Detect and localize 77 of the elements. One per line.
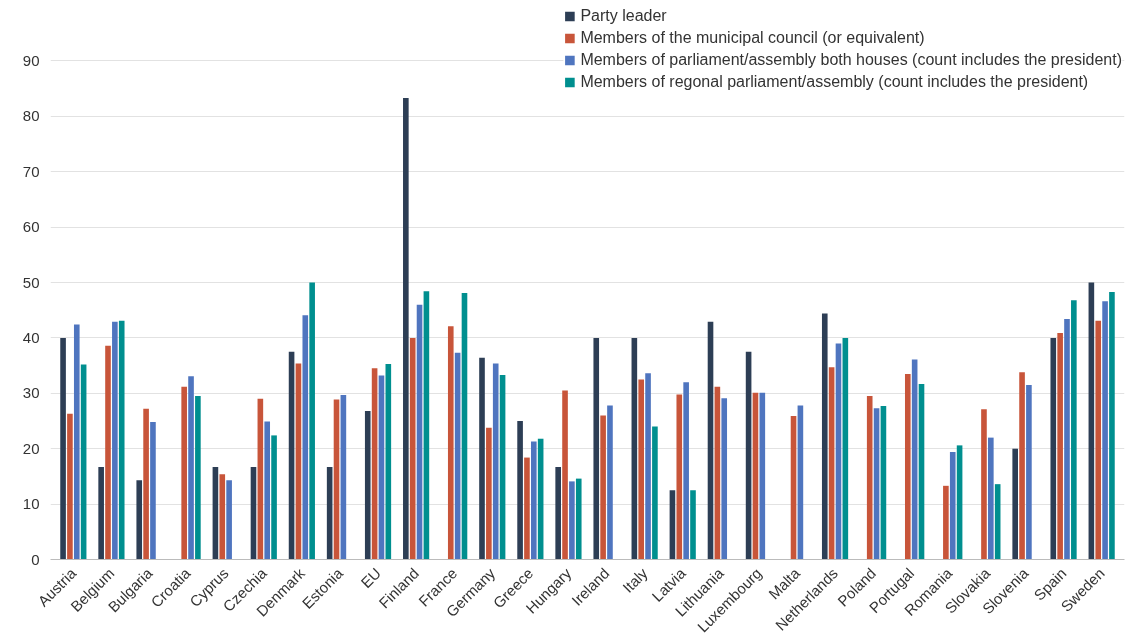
- bar: [981, 409, 987, 560]
- bar: [943, 485, 949, 560]
- bar: [575, 478, 582, 560]
- bar: [530, 441, 537, 560]
- bar: [821, 313, 828, 560]
- bar: [607, 405, 613, 560]
- bar: [118, 320, 125, 560]
- y-tick-label: 60: [22, 218, 40, 236]
- bar: [403, 98, 409, 560]
- bar: [676, 394, 683, 560]
- bar: [302, 315, 309, 560]
- y-tick-label: 10: [22, 495, 40, 513]
- y-tick-label: 40: [22, 328, 40, 346]
- legend-label: Members of parliament/assembly both houses (count includes the president): [580, 51, 1122, 69]
- bar: [517, 421, 523, 560]
- bar: [486, 427, 492, 560]
- bar: [690, 490, 696, 560]
- bar: [593, 337, 600, 560]
- bar: [219, 474, 226, 560]
- bar: [143, 408, 149, 560]
- bar: [1026, 384, 1032, 560]
- bar: [759, 392, 766, 560]
- bar: [136, 480, 143, 560]
- bar: [569, 481, 575, 560]
- y-tick-label: 20: [22, 439, 40, 457]
- y-tick-label: 80: [22, 107, 40, 125]
- bar: [181, 386, 187, 560]
- x-tick-label: Italy: [619, 564, 651, 596]
- bar: [1071, 300, 1077, 560]
- y-tick-label: 30: [22, 384, 40, 402]
- bar: [1095, 320, 1102, 560]
- bar: [150, 422, 156, 560]
- bar: [638, 379, 645, 560]
- bar: [721, 398, 728, 560]
- bar: [195, 396, 201, 560]
- bar: [524, 457, 530, 560]
- bar: [73, 324, 80, 560]
- bar: [555, 466, 561, 560]
- x-tick-label: EU: [357, 564, 385, 592]
- bar: [67, 413, 73, 560]
- bar: [988, 437, 994, 560]
- bar: [112, 321, 118, 560]
- bar: [866, 396, 873, 560]
- y-tick-label: 70: [22, 162, 40, 180]
- bar: [1050, 337, 1057, 560]
- bar: [105, 345, 111, 560]
- bar: [1102, 301, 1108, 560]
- bar: [1057, 332, 1063, 560]
- bar: [188, 376, 194, 560]
- bar: [949, 452, 956, 560]
- bar: [447, 326, 454, 560]
- y-tick-label: 90: [22, 51, 40, 69]
- bar: [1012, 448, 1019, 560]
- bar: [1064, 319, 1070, 560]
- y-tick-label: 50: [22, 273, 40, 291]
- bar: [60, 337, 66, 560]
- bar: [98, 466, 104, 560]
- bar: [479, 357, 485, 560]
- bar: [492, 363, 499, 560]
- bar: [683, 382, 689, 560]
- bar: [309, 282, 315, 560]
- bar: [271, 435, 277, 560]
- legend-label: Members of regonal parliament/assembly (count includes the president): [580, 73, 1089, 91]
- bar: [364, 411, 371, 560]
- bar: [264, 421, 271, 560]
- bar: [1109, 291, 1115, 560]
- bar: [1019, 372, 1025, 560]
- bar: [226, 480, 232, 560]
- bar: [645, 373, 651, 560]
- bar: [409, 337, 416, 560]
- y-tick-label: 0: [31, 550, 40, 568]
- bar: [904, 373, 911, 560]
- bar: [652, 426, 658, 560]
- legend-label: Members of the municipal council (or equivalent): [580, 29, 925, 47]
- bar: [562, 390, 568, 560]
- legend-label: Party leader: [580, 7, 667, 25]
- bar: [600, 415, 606, 560]
